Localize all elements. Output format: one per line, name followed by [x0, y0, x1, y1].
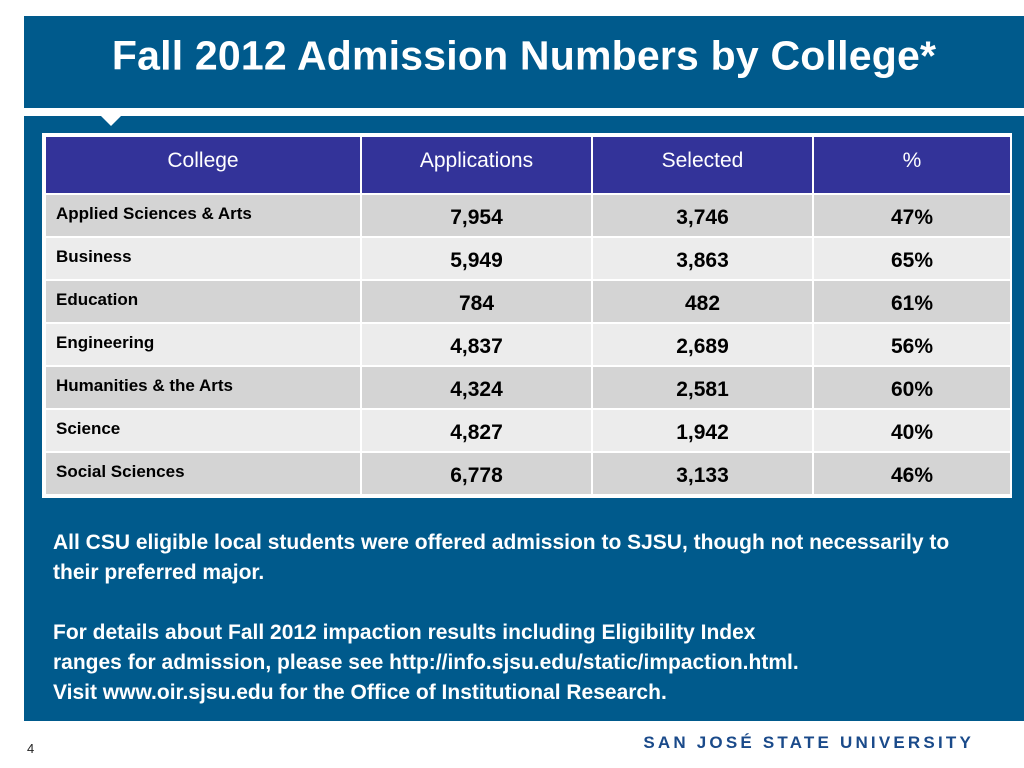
cell-college: Social Sciences: [44, 451, 362, 496]
table-row: Humanities & the Arts 4,324 2,581 60%: [44, 365, 1012, 410]
cell-college: Business: [44, 236, 362, 281]
panel-notch-arrow: [101, 116, 121, 126]
table-header-row: College Applications Selected %: [44, 135, 1012, 195]
cell-applications: 7,954: [360, 193, 593, 238]
university-logo-text: SAN JOSÉ STATE UNIVERSITY: [643, 733, 974, 752]
cell-college: Humanities & the Arts: [44, 365, 362, 410]
table-row: Applied Sciences & Arts 7,954 3,746 47%: [44, 193, 1012, 238]
admissions-table-container: College Applications Selected % Applied …: [42, 133, 1012, 498]
details-note-line: ranges for admission, please see http://…: [53, 651, 799, 674]
cell-selected: 3,133: [591, 451, 814, 496]
eligibility-note: All CSU eligible local students were off…: [53, 531, 950, 584]
cell-percent: 60%: [812, 365, 1012, 410]
header-college: College: [44, 135, 362, 195]
cell-selected: 1,942: [591, 408, 814, 453]
table-row: Science 4,827 1,942 40%: [44, 408, 1012, 453]
table-row: Social Sciences 6,778 3,133 46%: [44, 451, 1012, 496]
cell-college: Applied Sciences & Arts: [44, 193, 362, 238]
cell-percent: 65%: [812, 236, 1012, 281]
cell-percent: 46%: [812, 451, 1012, 496]
page-number: 4: [27, 741, 35, 756]
cell-applications: 4,827: [360, 408, 593, 453]
cell-college: Science: [44, 408, 362, 453]
details-note: For details about Fall 2012 impaction re…: [53, 618, 993, 708]
table-row: Business 5,949 3,863 65%: [44, 236, 1012, 281]
cell-selected: 3,863: [591, 236, 814, 281]
cell-percent: 56%: [812, 322, 1012, 367]
cell-percent: 40%: [812, 408, 1012, 453]
slide-title: Fall 2012 Admission Numbers by College*: [111, 32, 937, 79]
header-percent: %: [812, 135, 1012, 195]
cell-applications: 4,324: [360, 365, 593, 410]
cell-applications: 6,778: [360, 451, 593, 496]
table-row: Engineering 4,837 2,689 56%: [44, 322, 1012, 367]
cell-college: Engineering: [44, 322, 362, 367]
cell-percent: 61%: [812, 279, 1012, 324]
cell-selected: 2,689: [591, 322, 814, 367]
notes-text: All CSU eligible local students were off…: [53, 528, 993, 708]
cell-applications: 4,837: [360, 322, 593, 367]
cell-applications: 784: [360, 279, 593, 324]
cell-applications: 5,949: [360, 236, 593, 281]
cell-percent: 47%: [812, 193, 1012, 238]
header-applications: Applications: [360, 135, 593, 195]
cell-selected: 482: [591, 279, 814, 324]
cell-selected: 2,581: [591, 365, 814, 410]
details-note-line: Visit www.oir.sjsu.edu for the Office of…: [53, 681, 667, 704]
cell-college: Education: [44, 279, 362, 324]
header-selected: Selected: [591, 135, 814, 195]
table-row: Education 784 482 61%: [44, 279, 1012, 324]
cell-selected: 3,746: [591, 193, 814, 238]
admissions-table: College Applications Selected % Applied …: [44, 135, 1012, 496]
details-note-line: For details about Fall 2012 impaction re…: [53, 621, 756, 644]
title-banner: Fall 2012 Admission Numbers by College*: [24, 16, 1024, 108]
